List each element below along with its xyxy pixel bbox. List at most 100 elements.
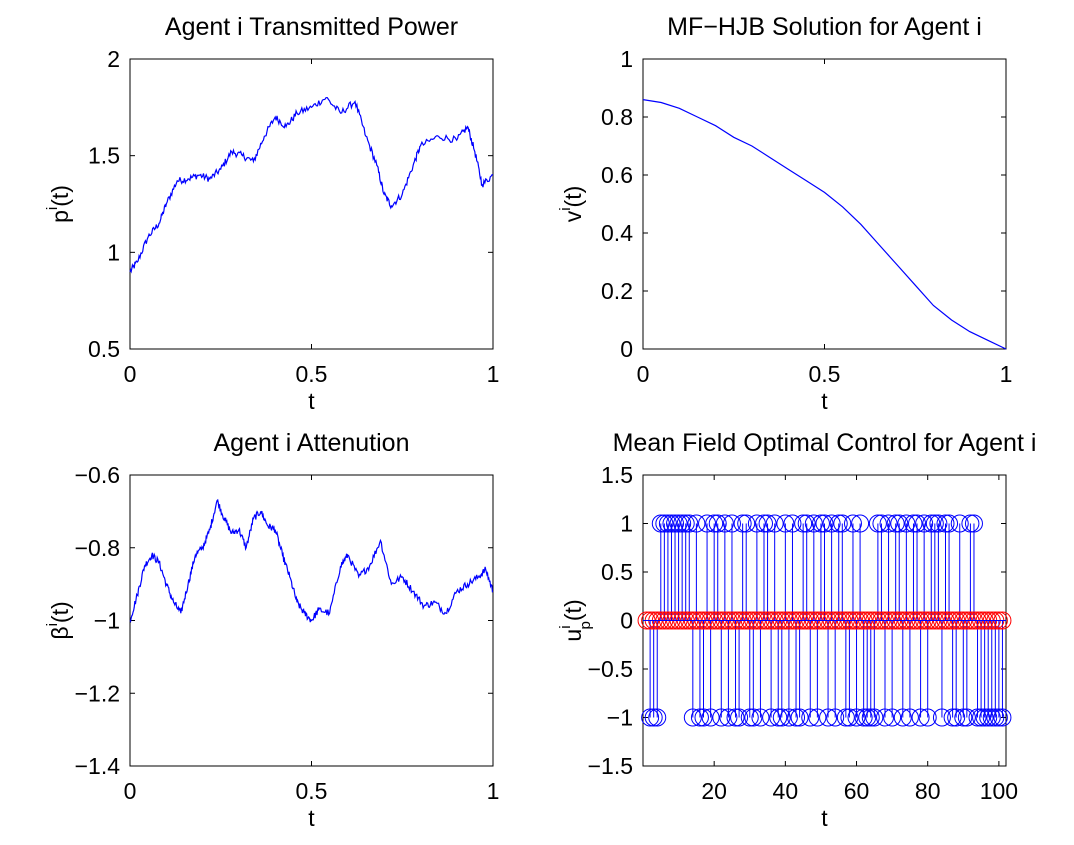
stem-marker [683, 708, 702, 727]
stem-marker [676, 514, 695, 533]
y-tick-label: 1 [620, 511, 633, 537]
y-label-sub: p [577, 621, 594, 629]
y-label-base: v [560, 210, 586, 222]
y-tick-label: 0 [620, 608, 633, 634]
y-tick-label: 0.4 [601, 220, 633, 246]
stem-marker [779, 708, 798, 727]
y-label-arg: (t) [47, 601, 73, 623]
x-tick-label: 0 [637, 361, 650, 387]
stem-marker [947, 708, 966, 727]
stem-marker [641, 708, 660, 727]
y-label-base: p [47, 210, 73, 223]
stem-marker [648, 708, 667, 727]
y-axis-label: vi(t) [557, 186, 586, 223]
y-tick-label: 0.5 [601, 559, 633, 585]
stem-marker [900, 708, 919, 727]
stem-marker [843, 514, 862, 533]
stem-marker [961, 514, 980, 533]
y-label-arg: (t) [47, 185, 73, 207]
y-tick-label: −1.2 [75, 680, 120, 706]
y-label-sup: i [557, 625, 574, 628]
x-tick-label: 0 [124, 361, 137, 387]
stem-marker [726, 708, 745, 727]
x-tick-label: 40 [773, 778, 799, 804]
stem-marker [968, 708, 987, 727]
stem-marker [865, 708, 884, 727]
x-axis-label: t [821, 805, 828, 831]
y-label-arg: (t) [560, 186, 586, 208]
chart-title: Agent i Transmitted Power [165, 13, 458, 41]
stem-marker [819, 708, 838, 727]
stem-marker [840, 708, 859, 727]
y-tick-label: −0.5 [588, 656, 633, 682]
y-label-base: β [47, 626, 73, 639]
stem-marker [989, 708, 1008, 727]
y-axis-label: βi(t) [44, 601, 73, 639]
x-tick-label: 1 [487, 361, 500, 387]
stem-marker [876, 708, 894, 727]
stem-marker [644, 708, 663, 727]
stem-marker [772, 708, 791, 727]
stem-marker [811, 514, 830, 533]
stem-marker [747, 514, 766, 533]
stem-marker [936, 514, 955, 533]
stem-marker [737, 514, 756, 533]
panel-2: MF−HJB Solution for Agent i 0 0.5 1 0 0.2 0.4 0… [557, 13, 1012, 414]
y-tick-label: −1.5 [588, 753, 633, 779]
stem-marker [751, 708, 770, 727]
stem-marker [740, 708, 759, 727]
panel-4: Mean Field Optimal Control for Agent i 20… [557, 429, 1036, 831]
stem-marker [694, 708, 713, 727]
stem-marker [879, 514, 898, 533]
y-tick-label: 1.5 [601, 462, 633, 488]
x-axis-label: t [308, 388, 315, 414]
stem-marker [861, 708, 880, 727]
y-tick-label: −1 [94, 608, 120, 634]
stem-marker [804, 514, 823, 533]
stem-marker [680, 514, 699, 533]
stem-marker [687, 514, 706, 533]
series-line-1 [129, 498, 494, 623]
stem-marker [815, 514, 834, 533]
stem-marker [897, 514, 916, 533]
stem-marker [886, 514, 905, 533]
x-axis-label: t [308, 805, 315, 831]
stem-marker [776, 514, 795, 533]
y-tick-label: −0.8 [75, 535, 120, 561]
stem-marker [794, 514, 813, 533]
stem-marker [932, 708, 951, 727]
stem-marker [655, 514, 674, 533]
stem-marker [826, 708, 845, 727]
stem-marker [783, 514, 802, 533]
stem-marker [836, 708, 855, 727]
stem-marker [993, 708, 1012, 727]
y-tick-label: 0.6 [601, 162, 633, 188]
stem-marker [666, 514, 685, 533]
stem-marker [851, 514, 870, 533]
stem-marker [868, 514, 887, 533]
stem-marker [730, 708, 749, 727]
stem-marker [755, 514, 773, 533]
stem-marker [708, 514, 727, 533]
y-tick-label: 1 [620, 46, 633, 72]
x-tick-label: 100 [980, 778, 1018, 804]
series-line-1 [642, 99, 1007, 350]
stem-marker [972, 708, 991, 727]
stem-marker [890, 514, 909, 533]
stem-marker [669, 514, 688, 533]
x-tick-label: 60 [844, 778, 870, 804]
stem-marker [769, 708, 788, 727]
stem-marker [911, 708, 930, 727]
stem-marker [705, 514, 724, 533]
chart-title: Mean Field Optimal Control for Agent i [613, 429, 1037, 457]
y-label-arg: (t) [560, 599, 586, 621]
y-axis-label-text: βi(t) [44, 601, 73, 639]
stem-marker [698, 514, 717, 533]
stem-marker [918, 708, 937, 727]
y-label-base: u [560, 629, 586, 642]
stem-marker [940, 514, 959, 533]
stem-marker [701, 708, 720, 727]
y-tick-label: 1.5 [88, 143, 120, 169]
stem-marker [964, 514, 983, 533]
